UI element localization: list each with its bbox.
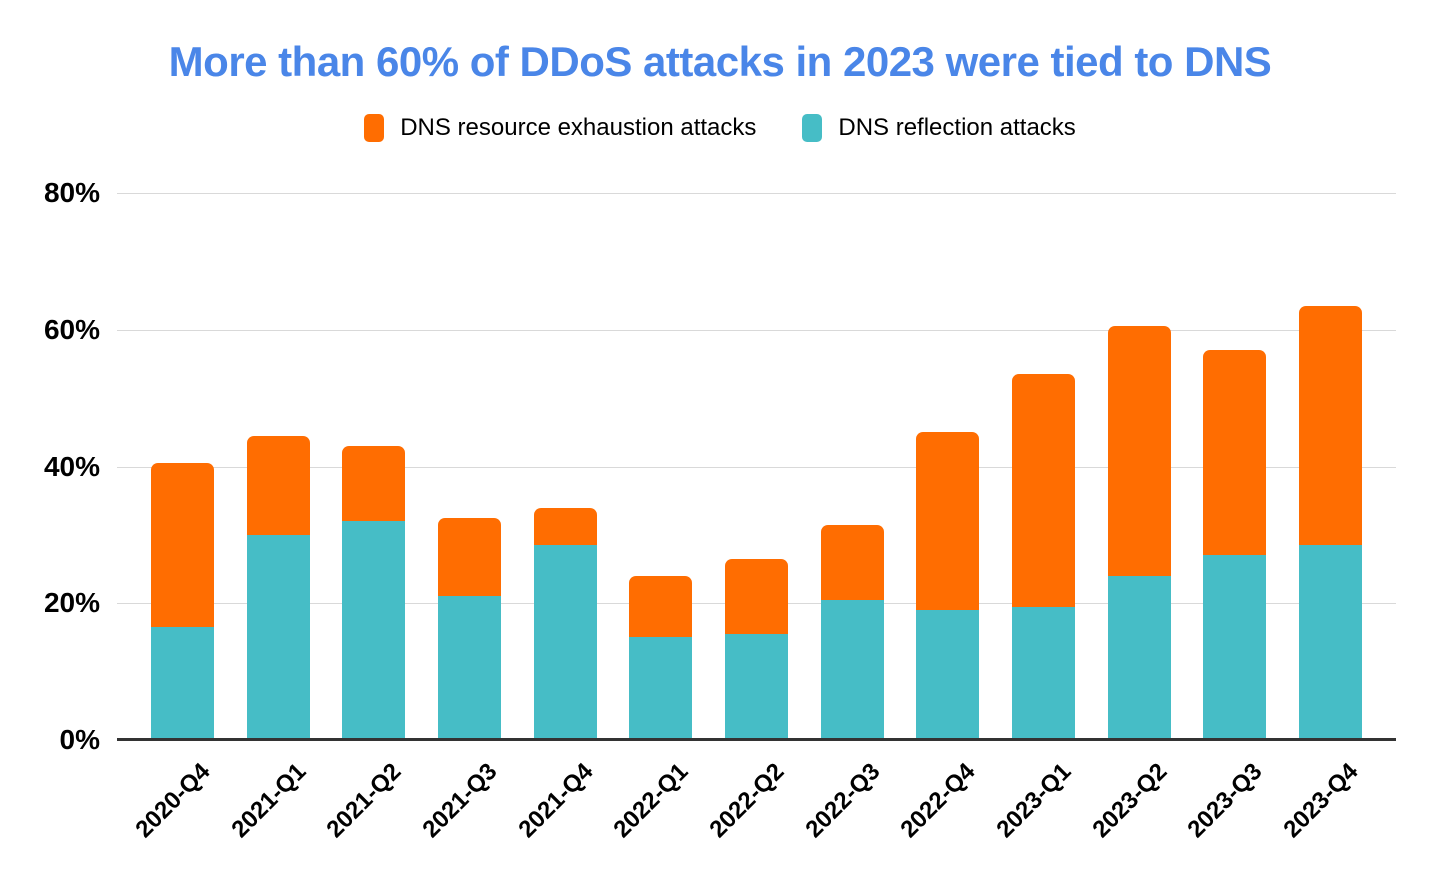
x-axis-label: 2023-Q3: [1182, 758, 1268, 844]
reflection-segment-2021-Q4: [533, 545, 597, 740]
reflection-segment-2021-Q2: [342, 521, 406, 740]
legend-swatch-exhaustion: [364, 114, 385, 142]
exhaustion-segment-2022-Q3: [820, 524, 884, 600]
exhaustion-segment-2021-Q4: [533, 507, 597, 546]
x-axis-label: 2021-Q2: [321, 758, 407, 844]
x-axis-label: 2022-Q2: [704, 758, 790, 844]
bar-2023-Q2: [1107, 326, 1171, 740]
chart-title: More than 60% of DDoS attacks in 2023 we…: [168, 38, 1272, 85]
gridline-80: [117, 193, 1396, 194]
y-axis-label: 0%: [59, 724, 100, 755]
reflection-segment-2023-Q1: [1012, 606, 1075, 740]
bar-2021-Q3: [438, 517, 501, 740]
reflection-segment-2023-Q4: [1299, 545, 1362, 740]
x-axis-line: [117, 738, 1396, 741]
bar-2023-Q3: [1203, 350, 1267, 740]
exhaustion-segment-2022-Q4: [916, 432, 980, 611]
x-axis-label: 2023-Q4: [1278, 758, 1364, 844]
legend: DNS resource exhaustion attacks DNS refl…: [0, 114, 1440, 142]
exhaustion-segment-2021-Q2: [342, 446, 406, 522]
exhaustion-segment-2021-Q3: [438, 517, 501, 597]
reflection-segment-2022-Q3: [820, 599, 884, 740]
x-axis-label: 2021-Q3: [417, 758, 503, 844]
legend-swatch-reflection: [802, 114, 823, 142]
legend-label-exhaustion: DNS resource exhaustion attacks: [400, 114, 757, 141]
exhaustion-segment-2023-Q3: [1203, 350, 1267, 556]
exhaustion-segment-2023-Q1: [1012, 374, 1075, 607]
bar-2023-Q1: [1012, 374, 1075, 740]
reflection-segment-2021-Q3: [438, 596, 501, 740]
reflection-segment-2022-Q1: [629, 637, 693, 740]
reflection-segment-2023-Q2: [1107, 575, 1171, 740]
x-axis-label: 2022-Q1: [608, 758, 694, 844]
x-axis-label: 2021-Q1: [226, 758, 312, 844]
legend-label-reflection: DNS reflection attacks: [838, 114, 1076, 141]
exhaustion-segment-2023-Q4: [1299, 305, 1362, 546]
reflection-segment-2022-Q4: [916, 610, 980, 740]
exhaustion-segment-2020-Q4: [151, 463, 214, 628]
reflection-segment-2023-Q3: [1203, 555, 1267, 740]
legend-item-exhaustion: DNS resource exhaustion attacks: [364, 114, 756, 142]
x-axis-label: 2022-Q4: [895, 758, 981, 844]
x-axis-label: 2021-Q4: [513, 758, 599, 844]
gridline-60: [117, 329, 1396, 331]
y-axis-label: 80%: [43, 177, 100, 208]
y-axis-label: 60%: [43, 313, 100, 345]
bar-2023-Q4: [1299, 305, 1362, 740]
legend-item-reflection: DNS reflection attacks: [802, 114, 1076, 142]
bar-2021-Q2: [342, 446, 406, 740]
x-axis-label: 2022-Q3: [800, 758, 886, 844]
exhaustion-segment-2021-Q1: [246, 435, 310, 535]
y-axis-label: 40%: [43, 450, 100, 482]
gridline-40: [117, 466, 1396, 468]
exhaustion-segment-2022-Q2: [725, 558, 788, 635]
bar-2021-Q1: [246, 435, 310, 740]
bar-2022-Q2: [725, 558, 788, 740]
y-axis-label: 20%: [43, 587, 100, 619]
bar-2022-Q1: [629, 575, 693, 740]
reflection-segment-2020-Q4: [151, 627, 214, 740]
reflection-segment-2021-Q1: [246, 534, 310, 740]
x-axis-label: 2023-Q1: [991, 758, 1077, 844]
exhaustion-segment-2022-Q1: [629, 575, 693, 638]
bar-2020-Q4: [151, 463, 214, 740]
reflection-segment-2022-Q2: [725, 634, 788, 740]
exhaustion-segment-2023-Q2: [1107, 326, 1171, 576]
bar-2022-Q3: [820, 524, 884, 740]
x-axis-label: 2023-Q2: [1087, 758, 1173, 844]
bar-2021-Q4: [533, 507, 597, 740]
x-axis-label: 2020-Q4: [130, 758, 216, 844]
bar-2022-Q4: [916, 432, 980, 740]
plot-area: 80% 60% 40% 20% 0% 2020-Q4 2021-Q1 2021-Q2 2021-…: [44, 177, 1396, 843]
